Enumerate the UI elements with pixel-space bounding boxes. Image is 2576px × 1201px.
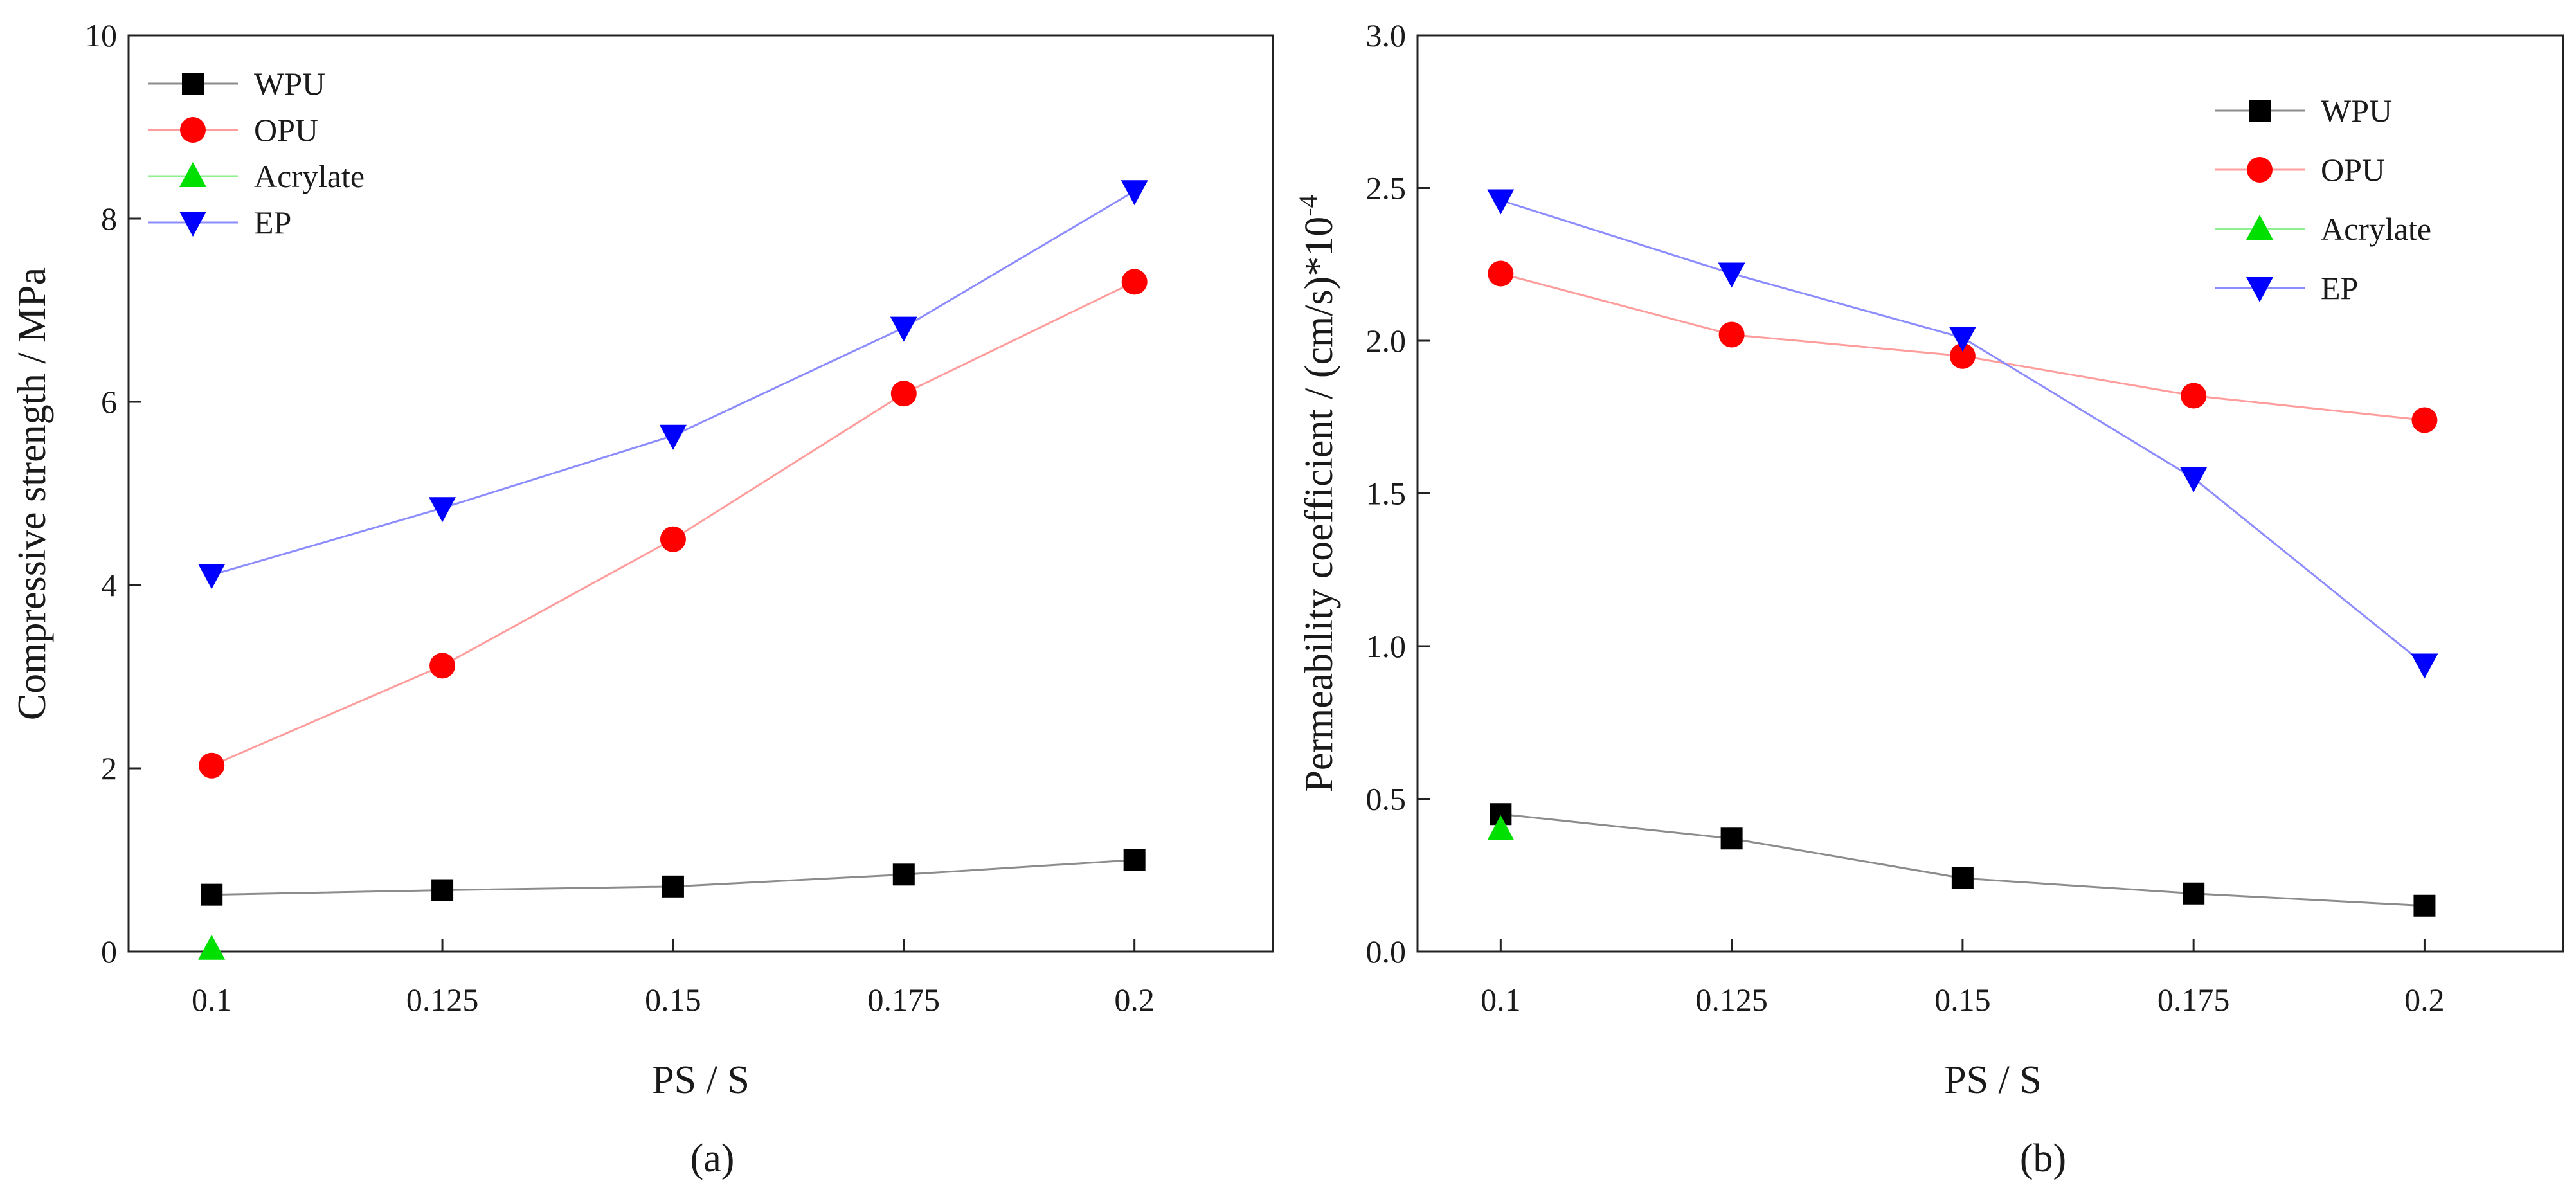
data-point-ep (429, 497, 456, 523)
legend-marker-opu (180, 117, 206, 143)
data-point-wpu (2413, 894, 2436, 917)
data-point-ep (2411, 653, 2438, 679)
x-axis-b: 0.1 0.125 0.15 0.175 0.2 (1481, 939, 2445, 1018)
data-point-opu (2411, 407, 2438, 433)
data-point-opu (2181, 383, 2207, 409)
x-tick-label: 0.15 (1934, 982, 1991, 1018)
y-axis-label-b: Permeability coefficient / (cm/s)*10-4 (1293, 195, 1341, 792)
data-point-ep (890, 316, 917, 342)
data-point-opu (1949, 343, 1976, 369)
series-group-b (1487, 189, 2438, 917)
y-axis-a: 0 2 4 6 8 10 (85, 17, 141, 970)
y-tick-label: 2.5 (1366, 170, 1407, 206)
data-point-opu (890, 381, 917, 407)
y-tick-label: 1.5 (1366, 476, 1407, 512)
legend-label-acrylate: Acrylate (254, 158, 365, 194)
y-tick-label: 0.5 (1366, 781, 1407, 817)
legend-label-wpu: WPU (254, 66, 325, 102)
data-point-opu (1488, 260, 1514, 287)
legend-marker-wpu (182, 73, 204, 95)
legend-label-opu: OPU (254, 112, 318, 148)
data-point-wpu (201, 883, 223, 906)
series-group-a (198, 180, 1148, 960)
x-tick-label: 0.15 (645, 982, 701, 1018)
y-tick-label: 0.0 (1366, 934, 1407, 970)
data-point-acrylate (198, 934, 226, 960)
x-tick-label: 0.2 (2404, 982, 2445, 1018)
chart-b: 0.00.51.01.52.02.53.0 0.1 0.125 0.15 0.175 0… (1293, 17, 2564, 1180)
legend-marker-ep (179, 212, 206, 237)
x-tick-label: 0.1 (1481, 982, 1521, 1018)
chart-a: 0 2 4 6 8 10 0.1 0.125 0.15 0.175 0.2 WPU OPU Acryl… (10, 17, 1274, 1180)
data-point-ep (1121, 180, 1148, 206)
data-point-ep (2180, 467, 2208, 492)
x-tick-label: 0.125 (1695, 982, 1768, 1018)
legend-label-opu: OPU (2321, 152, 2385, 188)
y-tick-label: 6 (101, 384, 117, 420)
data-point-opu (660, 526, 686, 552)
legend-marker-acrylate (2246, 215, 2273, 240)
data-point-ep (1949, 327, 1976, 352)
series-line-ep (1500, 199, 2426, 665)
data-point-ep (198, 564, 226, 590)
x-tick-label: 0.175 (2157, 982, 2230, 1018)
y-tick-label: 0 (101, 934, 117, 970)
data-point-opu (1121, 269, 1148, 295)
y-axis-label-a: Compressive strength / MPa (10, 267, 54, 720)
data-point-ep (1718, 262, 1745, 288)
y-tick-label: 4 (101, 567, 117, 603)
legend-marker-wpu (2249, 100, 2271, 122)
series-line-wpu (1500, 813, 2425, 907)
data-point-wpu (2183, 882, 2205, 905)
data-point-wpu (1123, 849, 1146, 871)
x-tick-label: 0.175 (868, 982, 941, 1018)
series-line-opu (211, 280, 1135, 767)
x-tick-label: 0.125 (406, 982, 479, 1018)
y-tick-label: 2 (101, 750, 117, 786)
legend-label-acrylate: Acrylate (2321, 211, 2431, 247)
y-axis-b: 0.0 0.5 1.0 1.5 2.0 2.5 3.0 (1366, 17, 1430, 970)
legend-label-wpu: WPU (2321, 93, 2392, 129)
y-axis-label-b-text: Permeability coefficient / (cm/s)*10 (1297, 217, 1341, 793)
data-point-wpu (662, 875, 684, 898)
legend-marker-ep (2246, 277, 2273, 302)
legend-marker-acrylate (179, 162, 206, 187)
series-line-ep (211, 190, 1135, 576)
x-axis-label-a: PS / S (652, 1058, 750, 1102)
y-tick-label: 8 (101, 201, 117, 237)
plot-frame-b (1416, 34, 2564, 953)
legend-b: WPU OPU Acrylate EP (2215, 93, 2431, 306)
x-axis-label-b: PS / S (1944, 1058, 2042, 1102)
data-point-wpu (431, 879, 454, 901)
data-point-opu (199, 752, 225, 779)
data-point-acrylate (1487, 815, 1515, 840)
x-tick-label: 0.2 (1114, 982, 1155, 1018)
y-tick-label: 10 (85, 17, 117, 53)
caption-b: (b) (2020, 1137, 2066, 1180)
legend-a: WPU OPU Acrylate EP (148, 66, 365, 240)
data-point-wpu (1720, 827, 1743, 850)
data-point-ep (1487, 189, 1515, 215)
x-tick-label: 0.1 (192, 982, 232, 1018)
legend-marker-opu (2247, 157, 2273, 183)
y-tick-label: 1.0 (1366, 628, 1407, 664)
caption-a: (a) (690, 1137, 735, 1180)
y-axis-label-b-exponent: -4 (1293, 195, 1322, 216)
x-axis-a: 0.1 0.125 0.15 0.175 0.2 (192, 939, 1155, 1018)
data-point-wpu (892, 863, 915, 886)
y-tick-label: 2.0 (1366, 323, 1407, 359)
data-point-opu (1718, 321, 1745, 348)
legend-label-ep: EP (254, 204, 291, 240)
data-point-ep (659, 424, 687, 450)
data-point-opu (429, 653, 456, 679)
plot-frame-a (127, 34, 1274, 953)
data-point-wpu (1951, 867, 1974, 889)
y-tick-label: 3.0 (1366, 17, 1407, 53)
legend-label-ep: EP (2321, 270, 2358, 306)
